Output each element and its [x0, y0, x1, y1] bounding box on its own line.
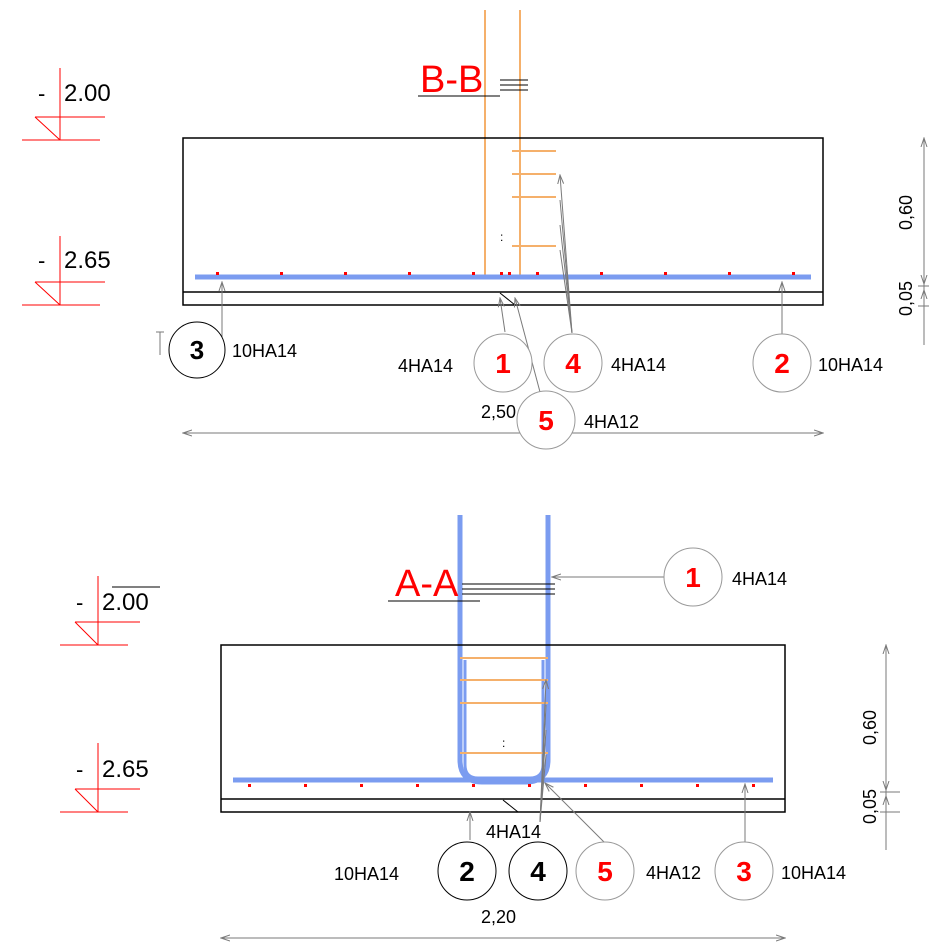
transverse-bar-dots	[216, 272, 795, 275]
bar-mark-3: 3	[714, 841, 774, 901]
hatch-mark	[499, 292, 516, 306]
stirrups	[460, 657, 548, 754]
level-marker-top	[22, 68, 105, 141]
dim-width: 2,20	[481, 907, 516, 927]
bar-mark-label: 4HA14	[611, 355, 666, 375]
dim-height: 0,60	[860, 710, 880, 745]
level-sign: -	[76, 757, 83, 782]
level-value: 2.65	[102, 756, 149, 783]
leader-mark-4d	[559, 249, 573, 334]
bar-mark-4: 4	[508, 841, 568, 901]
bar-mark-5: 5	[516, 390, 576, 450]
svg-text:2: 2	[774, 348, 790, 379]
leader-mark-5	[515, 298, 541, 393]
bar-mark-label: 4HA14	[732, 569, 787, 589]
level-value: 2.00	[102, 589, 149, 616]
leader-mark-1	[500, 298, 506, 333]
bar-mark-4: 4	[543, 333, 603, 393]
level-sign: -	[76, 590, 83, 615]
leader-mark-5	[545, 783, 606, 844]
level-sign: -	[38, 248, 45, 273]
bar-mark-label: 4HA14	[486, 822, 541, 842]
leader-mark-4c	[559, 224, 573, 334]
svg-text:5: 5	[538, 405, 554, 436]
section-title: B-B	[420, 59, 483, 101]
bar-mark-2: 2	[437, 841, 497, 901]
vertical-dimension	[880, 645, 900, 850]
bar-mark-label: 10HA14	[818, 355, 883, 375]
svg-text:4: 4	[530, 856, 546, 887]
colon-mark: :	[502, 736, 505, 750]
bar-mark-1: 1	[473, 333, 533, 393]
svg-text:5: 5	[597, 856, 613, 887]
dim-cover: 0,05	[896, 281, 916, 316]
dim-width: 2,50	[481, 402, 516, 422]
bar-mark-label: 10HA14	[781, 863, 846, 883]
level-value: 2.00	[64, 80, 111, 107]
bar-mark-label: 4HA12	[584, 412, 639, 432]
dim-height: 0,60	[896, 195, 916, 230]
dim-cover: 0,05	[860, 789, 880, 824]
footing-outline	[220, 644, 786, 813]
bar-mark-label: 4HA14	[398, 356, 453, 376]
section-title: A-A	[395, 563, 459, 605]
svg-text:4: 4	[565, 348, 581, 379]
svg-text:3: 3	[736, 856, 752, 887]
bar-mark-3: 3	[168, 321, 226, 379]
section-bb: B-B - 2.00 - 2.65	[22, 10, 929, 450]
hatch-mark	[502, 799, 519, 813]
bar-mark-2: 2	[752, 333, 812, 393]
level-marker-bottom	[60, 743, 140, 813]
section-aa: A-A - 2.00 - 2.65	[60, 515, 900, 938]
level-value: 2.65	[64, 247, 111, 274]
stirrups	[512, 150, 556, 247]
bar-mark-label: 10HA14	[334, 864, 399, 884]
colon-mark: :	[500, 230, 503, 244]
svg-text:2: 2	[459, 856, 475, 887]
level-sign: -	[38, 81, 45, 106]
leader-mark-4d	[539, 754, 547, 823]
svg-text:3: 3	[190, 335, 204, 365]
level-marker-bottom	[22, 236, 105, 306]
svg-text:1: 1	[495, 348, 511, 379]
bar-mark-label: 4HA12	[646, 863, 701, 883]
bar-mark-label: 10HA14	[232, 341, 297, 361]
footing-outline	[182, 137, 824, 306]
bar-mark-1: 1	[663, 547, 723, 607]
level-marker-top	[60, 576, 140, 646]
bar-mark-5: 5	[575, 841, 635, 901]
inner-u-bar	[463, 660, 545, 780]
vertical-dimension	[918, 138, 929, 345]
transverse-bar-dots	[248, 784, 755, 787]
svg-text:1: 1	[685, 562, 701, 593]
